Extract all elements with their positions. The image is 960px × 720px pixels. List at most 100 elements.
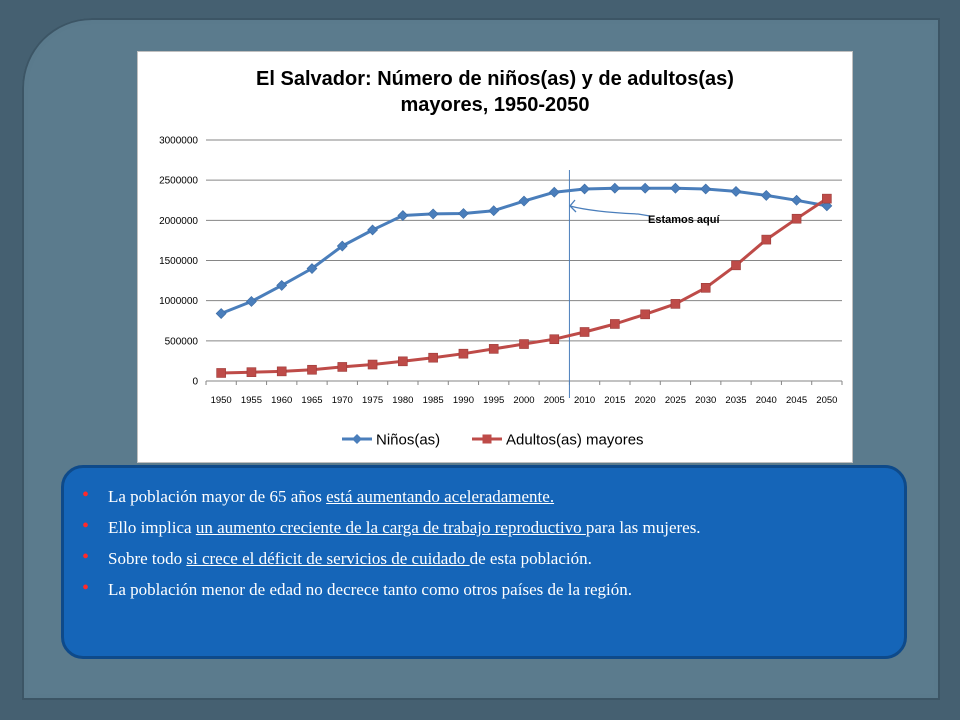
note-text: está aumentando aceleradamente. bbox=[326, 487, 555, 506]
point-series-2 bbox=[216, 368, 226, 378]
x-tick-label: 2015 bbox=[604, 395, 625, 406]
point-series-1 bbox=[336, 240, 348, 252]
point-series-2 bbox=[519, 339, 529, 349]
x-tick-label: 1980 bbox=[392, 395, 413, 406]
x-tick-label: 2010 bbox=[574, 395, 595, 406]
x-tick-label: 2025 bbox=[665, 395, 686, 406]
x-tick-label: 2005 bbox=[544, 395, 565, 406]
point-series-1 bbox=[760, 190, 772, 201]
legend-marker-1 bbox=[352, 434, 362, 444]
chart-container: El Salvador: Número de niños(as) y de ad… bbox=[137, 51, 853, 463]
point-series-2 bbox=[458, 348, 469, 359]
note-text: de esta población. bbox=[469, 549, 592, 568]
x-tick-label: 1965 bbox=[301, 395, 322, 406]
line-chart: 0 500000 1000000 1500000 2000000 2500000 30000… bbox=[159, 136, 843, 449]
legend-label-2: Adultos(as) mayores bbox=[506, 432, 644, 449]
point-series-1 bbox=[458, 208, 469, 219]
note-item: • La población menor de edad no decrece t… bbox=[82, 577, 884, 601]
point-series-2 bbox=[398, 356, 408, 367]
point-series-1 bbox=[609, 182, 621, 194]
point-series-1 bbox=[276, 279, 288, 291]
x-tick-label: 1995 bbox=[483, 395, 504, 406]
chart-title-line-2: mayores, 1950-2050 bbox=[400, 94, 590, 116]
y-tick-label: 500000 bbox=[165, 336, 199, 347]
x-tick-label: 1970 bbox=[332, 395, 353, 406]
x-tick-label: 2020 bbox=[635, 395, 656, 406]
point-series-2 bbox=[731, 260, 741, 271]
point-series-2 bbox=[579, 327, 590, 337]
point-series-1 bbox=[700, 183, 712, 195]
note-item: • La población mayor de 65 años está aume… bbox=[82, 484, 884, 508]
note-text: La población menor de edad no decrece ta… bbox=[108, 580, 632, 599]
note-text: Sobre todo bbox=[108, 549, 187, 568]
legend-label-1: Niños(as) bbox=[376, 432, 440, 449]
y-tick-label: 2500000 bbox=[159, 176, 198, 187]
bullet-icon: • bbox=[82, 546, 90, 568]
point-series-2 bbox=[822, 193, 832, 204]
x-tick-label: 2035 bbox=[725, 395, 746, 406]
y-tick-label: 0 bbox=[192, 377, 198, 388]
point-series-2 bbox=[791, 213, 802, 224]
y-tick-label: 1500000 bbox=[159, 256, 198, 267]
y-tick-label: 1000000 bbox=[159, 296, 198, 307]
x-tick-label: 2000 bbox=[513, 395, 534, 406]
point-series-2 bbox=[488, 344, 499, 354]
point-series-1 bbox=[427, 208, 439, 220]
point-series-1 bbox=[730, 185, 742, 197]
x-tick-label: 2045 bbox=[786, 395, 807, 406]
x-tick-label: 1960 bbox=[271, 395, 292, 406]
x-tick-label: 2040 bbox=[756, 395, 777, 406]
point-series-1 bbox=[367, 224, 378, 236]
chart-title-line-1: El Salvador: Número de niños(as) y de ad… bbox=[256, 68, 734, 90]
point-series-2 bbox=[610, 319, 620, 329]
x-tick-label: 1975 bbox=[362, 395, 383, 406]
x-tick-label: 2030 bbox=[695, 395, 716, 406]
note-text: un aumento creciente de la carga de trab… bbox=[195, 518, 586, 537]
point-series-2 bbox=[367, 359, 378, 370]
bullet-icon: • bbox=[82, 515, 90, 537]
point-series-2 bbox=[700, 283, 711, 293]
point-series-2 bbox=[337, 362, 348, 372]
note-text: si crece el déficit de servicios de cuid… bbox=[186, 549, 470, 568]
note-item: • Sobre todo si crece el déficit de servi… bbox=[82, 546, 884, 570]
point-series-2 bbox=[549, 334, 560, 345]
x-tick-label: 1990 bbox=[453, 395, 474, 406]
point-series-1 bbox=[518, 195, 530, 207]
point-series-2 bbox=[428, 352, 438, 363]
point-series-1 bbox=[397, 210, 409, 221]
point-series-2 bbox=[276, 366, 287, 377]
point-series-1 bbox=[639, 182, 651, 194]
y-tick-label: 2000000 bbox=[159, 216, 198, 227]
point-series-1 bbox=[791, 194, 802, 206]
point-series-1 bbox=[548, 186, 560, 198]
point-series-2 bbox=[640, 309, 650, 320]
point-series-1 bbox=[246, 296, 257, 307]
point-series-1 bbox=[488, 205, 500, 217]
x-tick-label: 2050 bbox=[816, 395, 837, 406]
point-series-2 bbox=[246, 367, 257, 377]
point-series-2 bbox=[670, 299, 681, 309]
notes-list: • La población mayor de 65 años está aume… bbox=[64, 468, 904, 601]
note-text: La población mayor de 65 años bbox=[108, 487, 327, 506]
note-text: Ello implica bbox=[108, 518, 196, 537]
point-series-2 bbox=[307, 364, 317, 375]
x-tick-label: 1955 bbox=[241, 395, 262, 406]
notes-panel: • La población mayor de 65 años está aume… bbox=[61, 465, 907, 659]
bullet-icon: • bbox=[82, 484, 90, 506]
bullet-icon: • bbox=[82, 577, 90, 599]
point-series-2 bbox=[761, 234, 772, 245]
point-series-1 bbox=[579, 183, 590, 195]
series-line-1 bbox=[220, 186, 828, 315]
point-series-1 bbox=[670, 182, 681, 194]
chart-title: El Salvador: Número de niños(as) y de ad… bbox=[138, 66, 852, 118]
note-item: • Ello implica un aumento creciente de la… bbox=[82, 515, 884, 539]
legend-marker-2 bbox=[482, 434, 492, 444]
annotation-label: Estamos aquí bbox=[648, 214, 720, 226]
x-tick-label: 1950 bbox=[211, 395, 232, 406]
x-tick-label: 1985 bbox=[423, 395, 444, 406]
point-series-1 bbox=[306, 263, 318, 274]
annotation-arrow bbox=[569, 199, 651, 217]
point-series-1 bbox=[215, 308, 227, 319]
y-tick-label: 3000000 bbox=[159, 136, 198, 147]
note-text: para las mujeres. bbox=[585, 518, 701, 537]
